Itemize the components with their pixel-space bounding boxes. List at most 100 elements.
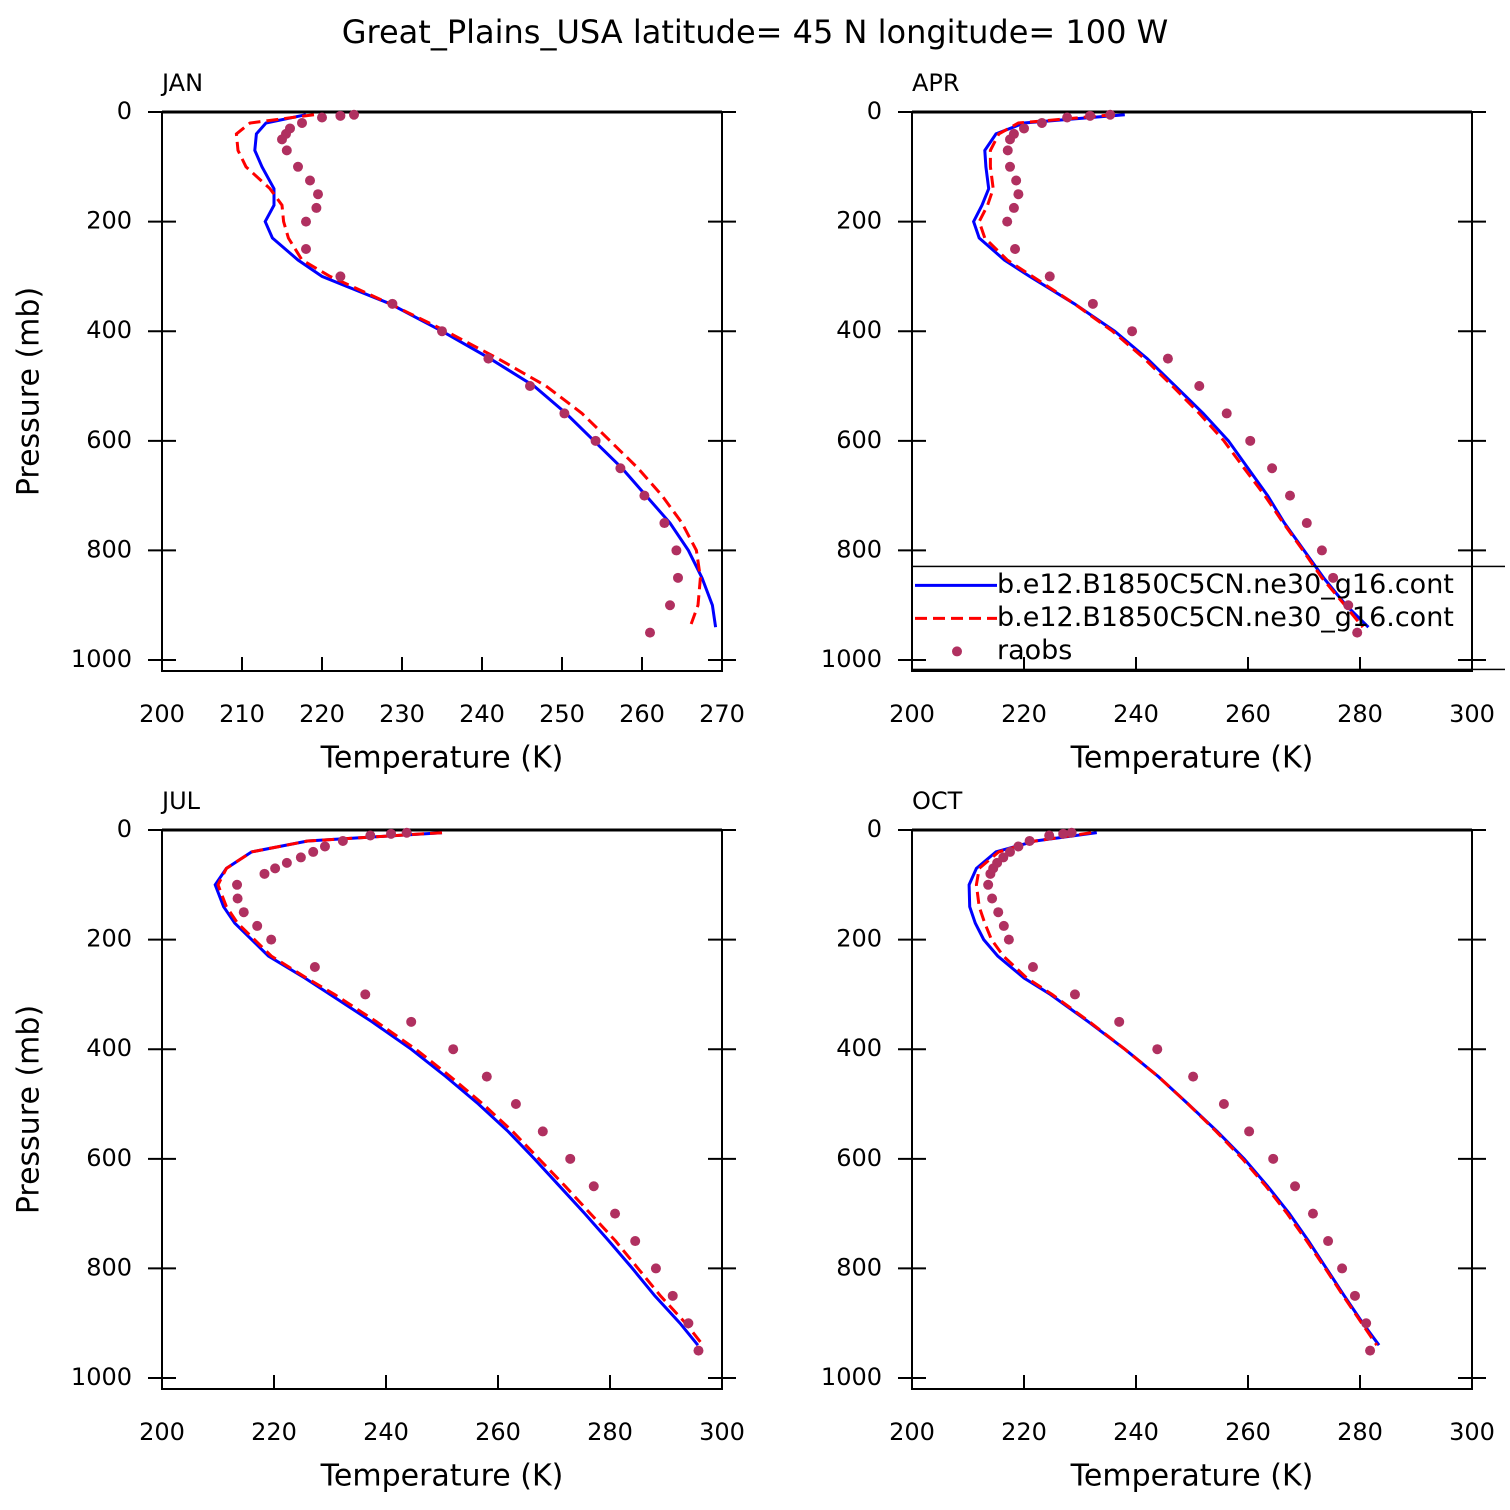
raob-point (1244, 1126, 1255, 1137)
raob-point (565, 1153, 576, 1164)
raob-point (1011, 175, 1022, 186)
y-tick-label: 1000 (71, 1363, 132, 1391)
raob-point (1003, 934, 1014, 945)
raob-point (308, 846, 319, 857)
raob-point (665, 600, 675, 611)
raob-point (667, 1290, 678, 1301)
figure-title: Great_Plains_USA latitude= 45 N longitud… (342, 13, 1169, 51)
legend-box (911, 565, 1505, 671)
x-tick-label: 200 (139, 1418, 185, 1446)
raob-point (1005, 846, 1015, 857)
raob-point (510, 1099, 521, 1110)
raob-point (266, 934, 277, 945)
raob-point (615, 463, 626, 474)
profile-line (234, 113, 702, 628)
raob-point (1221, 408, 1232, 419)
raob-point (319, 841, 330, 852)
panel-title: OCT (912, 787, 963, 815)
legend-label: b.e12.B1850C5CN.ne30_g16.cont (997, 602, 1454, 633)
raob-point (1005, 161, 1015, 172)
raob-point (588, 1181, 599, 1192)
y-tick-label: 0 (867, 815, 882, 843)
raob-point (1013, 189, 1024, 200)
raob-point (1301, 518, 1312, 529)
raob-point (295, 852, 306, 863)
x-tick-label: 300 (699, 1418, 745, 1446)
raob-point (1087, 298, 1098, 309)
raob-point (293, 161, 303, 172)
raob-point (297, 117, 307, 128)
raob-point (1307, 1208, 1318, 1219)
raob-point (406, 1016, 417, 1027)
y-tick-label: 800 (836, 1253, 882, 1281)
raob-point (983, 879, 994, 890)
raob-point (311, 202, 322, 213)
raob-point (998, 920, 1009, 931)
raob-point (1066, 827, 1077, 838)
raob-point (1085, 110, 1096, 121)
raob-point (232, 893, 243, 904)
raob-point (650, 1263, 661, 1274)
raob-point (437, 326, 447, 337)
x-tick-label: 240 (459, 700, 505, 728)
y-tick-label: 600 (86, 1144, 132, 1172)
raob-point (1027, 962, 1038, 973)
raob-point (481, 1071, 492, 1082)
raob-point (317, 112, 327, 123)
x-axis-label: Temperature (K) (320, 741, 564, 776)
raob-point (987, 893, 998, 904)
raob-point (335, 271, 346, 282)
raob-point (590, 435, 601, 446)
x-axis-label: Temperature (K) (320, 1459, 564, 1494)
raob-point (335, 110, 346, 121)
raob-point (281, 857, 292, 868)
y-tick-label: 800 (836, 535, 882, 563)
raob-point (281, 145, 292, 156)
raob-point (401, 827, 412, 838)
raob-point (537, 1126, 548, 1137)
profile-line (967, 831, 1381, 1347)
x-tick-label: 210 (219, 700, 265, 728)
raob-point (1328, 572, 1339, 583)
x-tick-label: 270 (699, 700, 745, 728)
raob-point (387, 298, 398, 309)
raob-point (1058, 828, 1069, 839)
raob-point (365, 830, 376, 841)
y-tick-label: 0 (117, 97, 132, 125)
raob-point (1024, 835, 1035, 846)
raob-point (301, 244, 311, 255)
y-tick-label: 600 (86, 426, 132, 454)
raob-point (305, 175, 315, 186)
x-tick-label: 260 (475, 1418, 521, 1446)
panel-title: JUL (160, 787, 201, 815)
raob-point (270, 863, 281, 874)
raob-point (1188, 1071, 1199, 1082)
x-tick-label: 260 (619, 700, 665, 728)
raob-point (1218, 1099, 1229, 1110)
plot-frame (161, 111, 723, 672)
raob-point (1245, 435, 1256, 446)
raob-point (448, 1044, 459, 1055)
y-tick-label: 200 (86, 207, 132, 235)
y-axis-label: Pressure (mb) (12, 1005, 47, 1214)
x-tick-label: 240 (1113, 700, 1159, 728)
raob-point (659, 518, 670, 529)
raob-point (259, 868, 270, 879)
legend-label: b.e12.B1850C5CN.ne30_g16.cont (997, 569, 1454, 600)
x-tick-label: 260 (1225, 700, 1271, 728)
y-tick-label: 1000 (821, 645, 882, 673)
raob-point (673, 572, 683, 583)
raob-point (1267, 463, 1278, 474)
raob-point (483, 353, 494, 364)
raob-point (1361, 1318, 1372, 1329)
raob-point (1290, 1181, 1301, 1192)
x-axis-label: Temperature (K) (1070, 741, 1314, 776)
y-tick-label: 400 (86, 316, 132, 344)
raob-point (985, 868, 996, 879)
x-tick-label: 220 (299, 700, 345, 728)
x-tick-label: 200 (889, 700, 935, 728)
raob-point (1105, 109, 1116, 120)
raob-point (360, 989, 371, 1000)
